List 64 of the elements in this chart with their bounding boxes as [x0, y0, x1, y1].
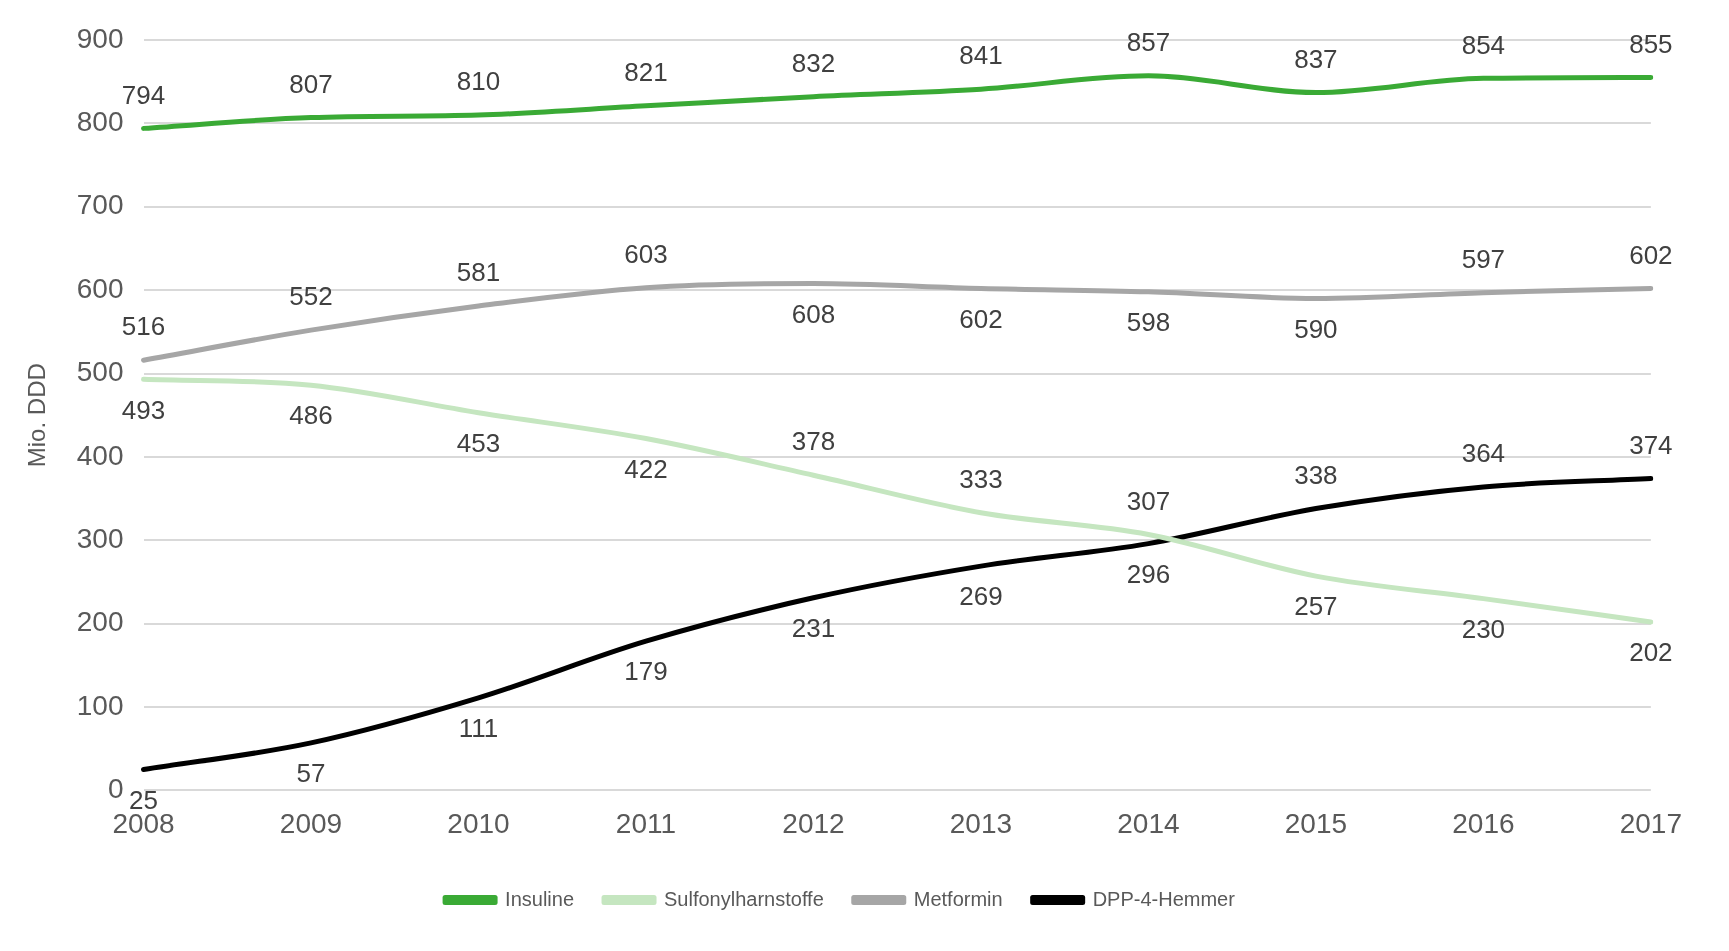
- data-label: 602: [959, 303, 1003, 334]
- y-tick-label: 300: [76, 522, 124, 554]
- data-label: 307: [1126, 485, 1171, 516]
- y-tick-label: 600: [76, 272, 124, 304]
- data-label: 832: [791, 47, 836, 78]
- data-label: 231: [791, 612, 836, 643]
- y-tick-label: 900: [76, 22, 124, 54]
- data-label: 179: [624, 656, 668, 687]
- data-label: 493: [121, 394, 166, 425]
- data-label: 202: [1629, 637, 1673, 668]
- x-tick-label: 2010: [447, 807, 510, 839]
- y-tick-label: 400: [76, 439, 124, 471]
- data-label: 854: [1461, 29, 1506, 60]
- data-label: 794: [121, 79, 166, 110]
- y-tick-label: 500: [76, 356, 124, 388]
- data-label: 855: [1629, 28, 1673, 59]
- data-label: 516: [121, 311, 166, 342]
- data-label: 374: [1629, 429, 1673, 460]
- data-label: 269: [959, 581, 1003, 612]
- y-axis-title: Mio. DDD: [23, 363, 51, 468]
- legend-label: Insuline: [505, 887, 575, 910]
- data-label: 296: [1126, 558, 1171, 589]
- x-tick-label: 2014: [1117, 807, 1180, 839]
- y-tick-label: 700: [76, 189, 124, 221]
- data-label: 590: [1294, 313, 1338, 344]
- x-tick-label: 2012: [782, 807, 845, 839]
- data-label: 230: [1461, 613, 1506, 644]
- y-tick-label: 100: [76, 689, 124, 721]
- legend-label: DPP-4-Hemmer: [1092, 887, 1236, 910]
- y-tick-label: 200: [76, 606, 124, 638]
- data-label: 597: [1461, 243, 1506, 274]
- data-label: 841: [959, 40, 1003, 71]
- data-label: 257: [1294, 591, 1338, 622]
- data-label: 603: [624, 238, 668, 269]
- data-label: 552: [289, 281, 333, 312]
- data-label: 821: [624, 57, 668, 88]
- data-label: 364: [1461, 438, 1506, 469]
- data-label: 333: [959, 463, 1003, 494]
- x-tick-label: 2013: [949, 807, 1013, 839]
- legend-label: Metformin: [913, 887, 1003, 910]
- x-tick-label: 2011: [615, 807, 677, 839]
- x-tick-label: 2015: [1284, 807, 1348, 839]
- data-label: 857: [1126, 27, 1171, 58]
- data-label: 378: [791, 426, 836, 457]
- legend-label: Sulfonylharnstoffe: [664, 887, 824, 910]
- data-label: 581: [456, 257, 501, 288]
- data-label: 57: [296, 758, 326, 789]
- x-tick-label: 2017: [1619, 807, 1682, 839]
- data-label: 338: [1294, 459, 1338, 490]
- data-label: 598: [1126, 306, 1171, 337]
- data-label: 602: [1629, 239, 1673, 270]
- data-label: 111: [458, 713, 499, 744]
- data-label: 453: [456, 427, 501, 458]
- y-tick-label: 800: [76, 106, 124, 138]
- x-tick-label: 2016: [1452, 807, 1515, 839]
- data-label: 837: [1294, 43, 1338, 74]
- data-label: 422: [624, 453, 668, 484]
- data-label: 608: [791, 298, 836, 329]
- data-label: 810: [456, 66, 501, 97]
- data-label: 486: [289, 400, 333, 431]
- x-tick-label: 2009: [279, 807, 343, 839]
- data-label: 807: [289, 68, 333, 99]
- data-label: 25: [129, 784, 158, 815]
- y-tick-label: 0: [107, 773, 124, 805]
